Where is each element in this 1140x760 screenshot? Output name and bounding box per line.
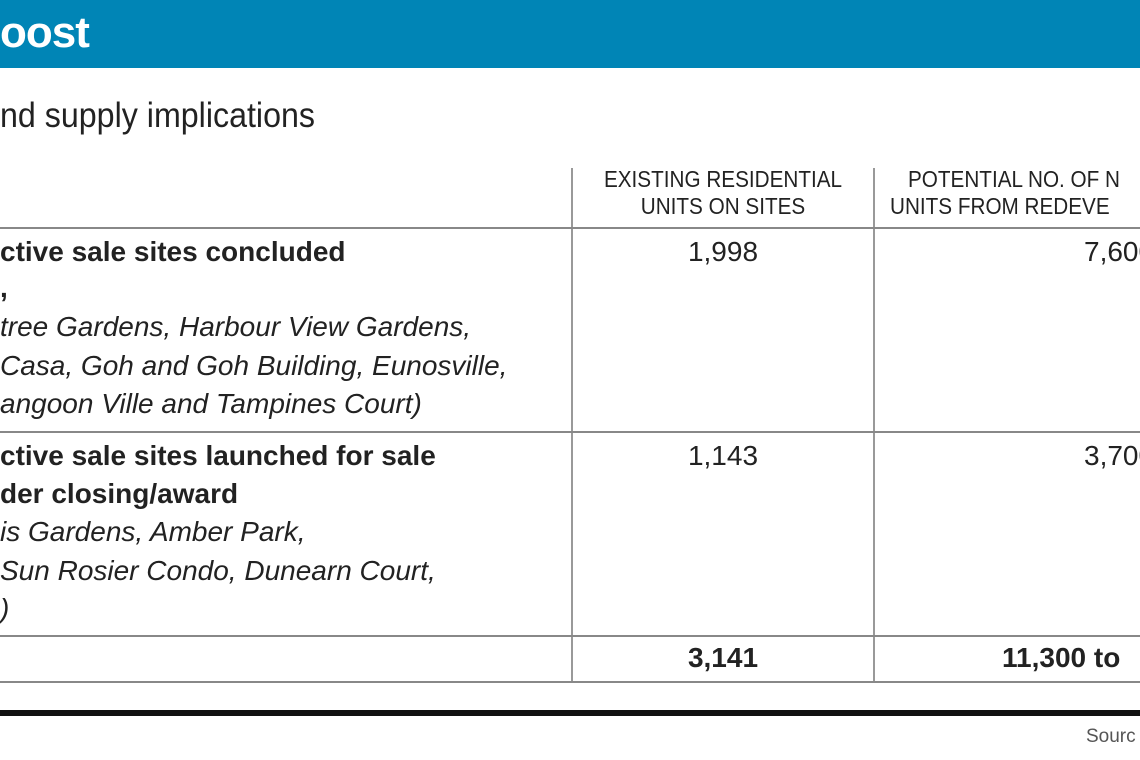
row-detail: is Gardens, Amber Park, <box>0 516 306 547</box>
row-detail: angoon Ville and Tampines Court) <box>0 388 422 419</box>
total-potential: 11,300 to <box>1002 642 1121 673</box>
column-divider <box>873 168 875 682</box>
row-detail: tree Gardens, Harbour View Gardens, <box>0 311 472 342</box>
potential-units: 7,600 <box>1084 236 1140 267</box>
row-title: der closing/award <box>0 478 239 509</box>
header-line: POTENTIAL NO. OF N <box>908 166 1121 192</box>
title-banner: oost <box>0 0 1140 68</box>
existing-units: 1,143 <box>687 440 759 471</box>
row-divider <box>0 227 1140 229</box>
total-existing: 3,141 <box>687 642 759 673</box>
infographic-subtitle: nd supply implications <box>0 96 316 135</box>
infographic-title: oost <box>0 8 90 57</box>
existing-units: 1,998 <box>687 236 759 267</box>
potential-units: 3,700 <box>1084 440 1140 471</box>
row-title: ctive sale sites launched for sale <box>0 440 436 471</box>
header-line: UNITS FROM REDEVE <box>890 193 1110 219</box>
row-divider <box>0 635 1140 637</box>
column-header-existing: EXISTING RESIDENTIAL UNITS ON SITES <box>587 166 859 220</box>
column-header-potential: POTENTIAL NO. OF N UNITS FROM REDEVE <box>890 166 1140 220</box>
source-note: Sourc <box>1086 726 1136 747</box>
row-detail: ) <box>0 593 10 624</box>
row-detail: Sun Rosier Condo, Dunearn Court, <box>0 555 436 586</box>
row-divider <box>0 431 1140 433</box>
row-title: ctive sale sites concluded <box>0 236 346 267</box>
row-detail: Casa, Goh and Goh Building, Eunosville, <box>0 350 508 381</box>
table-bottom-border <box>0 681 1140 683</box>
row-title: , <box>0 272 8 303</box>
header-line: UNITS ON SITES <box>640 193 806 219</box>
footer-rule <box>0 710 1140 716</box>
column-divider <box>571 168 573 682</box>
header-line: EXISTING RESIDENTIAL <box>603 166 843 192</box>
